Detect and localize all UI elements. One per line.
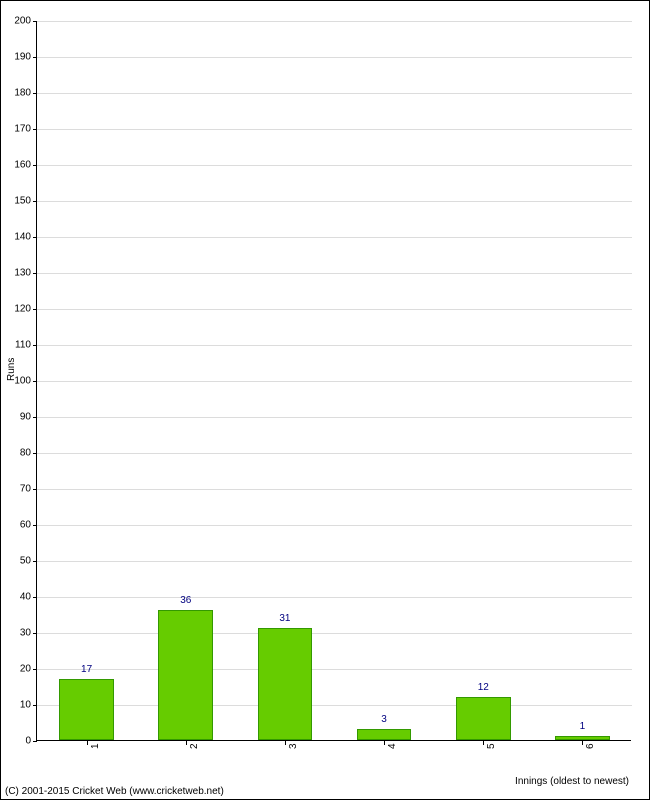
ytick-label: 10 <box>1 700 31 711</box>
ytick-mark <box>33 561 37 562</box>
gridline <box>37 705 632 706</box>
ytick-mark <box>33 345 37 346</box>
bar <box>456 697 511 740</box>
plot-area: 0102030405060708090100110120130140150160… <box>36 21 631 741</box>
ytick-label: 100 <box>1 376 31 387</box>
gridline <box>37 597 632 598</box>
xtick-label: 6 <box>585 743 596 749</box>
copyright-text: (C) 2001-2015 Cricket Web (www.cricketwe… <box>5 786 224 797</box>
ytick-label: 60 <box>1 520 31 531</box>
gridline <box>37 237 632 238</box>
xtick-mark <box>582 741 583 745</box>
ytick-label: 190 <box>1 52 31 63</box>
ytick-label: 50 <box>1 556 31 567</box>
ytick-label: 40 <box>1 592 31 603</box>
gridline <box>37 21 632 22</box>
ytick-label: 120 <box>1 304 31 315</box>
gridline <box>37 309 632 310</box>
gridline <box>37 633 632 634</box>
gridline <box>37 453 632 454</box>
gridline <box>37 129 632 130</box>
bar-value-label: 1 <box>580 721 586 732</box>
ytick-label: 80 <box>1 448 31 459</box>
ytick-mark <box>33 633 37 634</box>
xtick-mark <box>483 741 484 745</box>
ytick-mark <box>33 669 37 670</box>
ytick-mark <box>33 381 37 382</box>
xtick-mark <box>186 741 187 745</box>
ytick-mark <box>33 93 37 94</box>
bar-value-label: 36 <box>180 595 191 606</box>
bar-value-label: 17 <box>81 664 92 675</box>
ytick-label: 160 <box>1 160 31 171</box>
chart-container: Runs 01020304050607080901001101201301401… <box>0 0 650 800</box>
bar <box>258 628 313 740</box>
gridline <box>37 201 632 202</box>
ytick-mark <box>33 453 37 454</box>
chart-area: 0102030405060708090100110120130140150160… <box>36 21 631 741</box>
xtick-mark <box>384 741 385 745</box>
ytick-mark <box>33 273 37 274</box>
bar-value-label: 3 <box>381 714 387 725</box>
ytick-mark <box>33 201 37 202</box>
xtick-mark <box>285 741 286 745</box>
bar-value-label: 12 <box>478 682 489 693</box>
gridline <box>37 345 632 346</box>
ytick-label: 110 <box>1 340 31 351</box>
xtick-label: 1 <box>90 743 101 749</box>
xtick-mark <box>87 741 88 745</box>
x-axis-title: Innings (oldest to newest) <box>515 776 629 787</box>
ytick-mark <box>33 705 37 706</box>
ytick-mark <box>33 129 37 130</box>
ytick-label: 30 <box>1 628 31 639</box>
ytick-mark <box>33 165 37 166</box>
ytick-label: 180 <box>1 88 31 99</box>
ytick-mark <box>33 417 37 418</box>
ytick-mark <box>33 237 37 238</box>
ytick-label: 140 <box>1 232 31 243</box>
ytick-mark <box>33 525 37 526</box>
xtick-label: 3 <box>288 743 299 749</box>
gridline <box>37 669 632 670</box>
ytick-mark <box>33 489 37 490</box>
bar-value-label: 31 <box>279 613 290 624</box>
xtick-label: 5 <box>486 743 497 749</box>
ytick-label: 150 <box>1 196 31 207</box>
bar <box>158 610 213 740</box>
ytick-mark <box>33 597 37 598</box>
gridline <box>37 417 632 418</box>
gridline <box>37 525 632 526</box>
xtick-label: 4 <box>387 743 398 749</box>
ytick-mark <box>33 309 37 310</box>
ytick-label: 130 <box>1 268 31 279</box>
gridline <box>37 381 632 382</box>
gridline <box>37 489 632 490</box>
gridline <box>37 57 632 58</box>
gridline <box>37 93 632 94</box>
gridline <box>37 273 632 274</box>
gridline <box>37 561 632 562</box>
bar <box>555 736 610 740</box>
ytick-mark <box>33 21 37 22</box>
ytick-label: 0 <box>1 736 31 747</box>
gridline <box>37 165 632 166</box>
ytick-mark <box>33 57 37 58</box>
bar <box>357 729 412 740</box>
ytick-label: 20 <box>1 664 31 675</box>
ytick-label: 70 <box>1 484 31 495</box>
xtick-label: 2 <box>189 743 200 749</box>
ytick-mark <box>33 741 37 742</box>
bar <box>59 679 114 740</box>
ytick-label: 170 <box>1 124 31 135</box>
ytick-label: 200 <box>1 16 31 27</box>
ytick-label: 90 <box>1 412 31 423</box>
